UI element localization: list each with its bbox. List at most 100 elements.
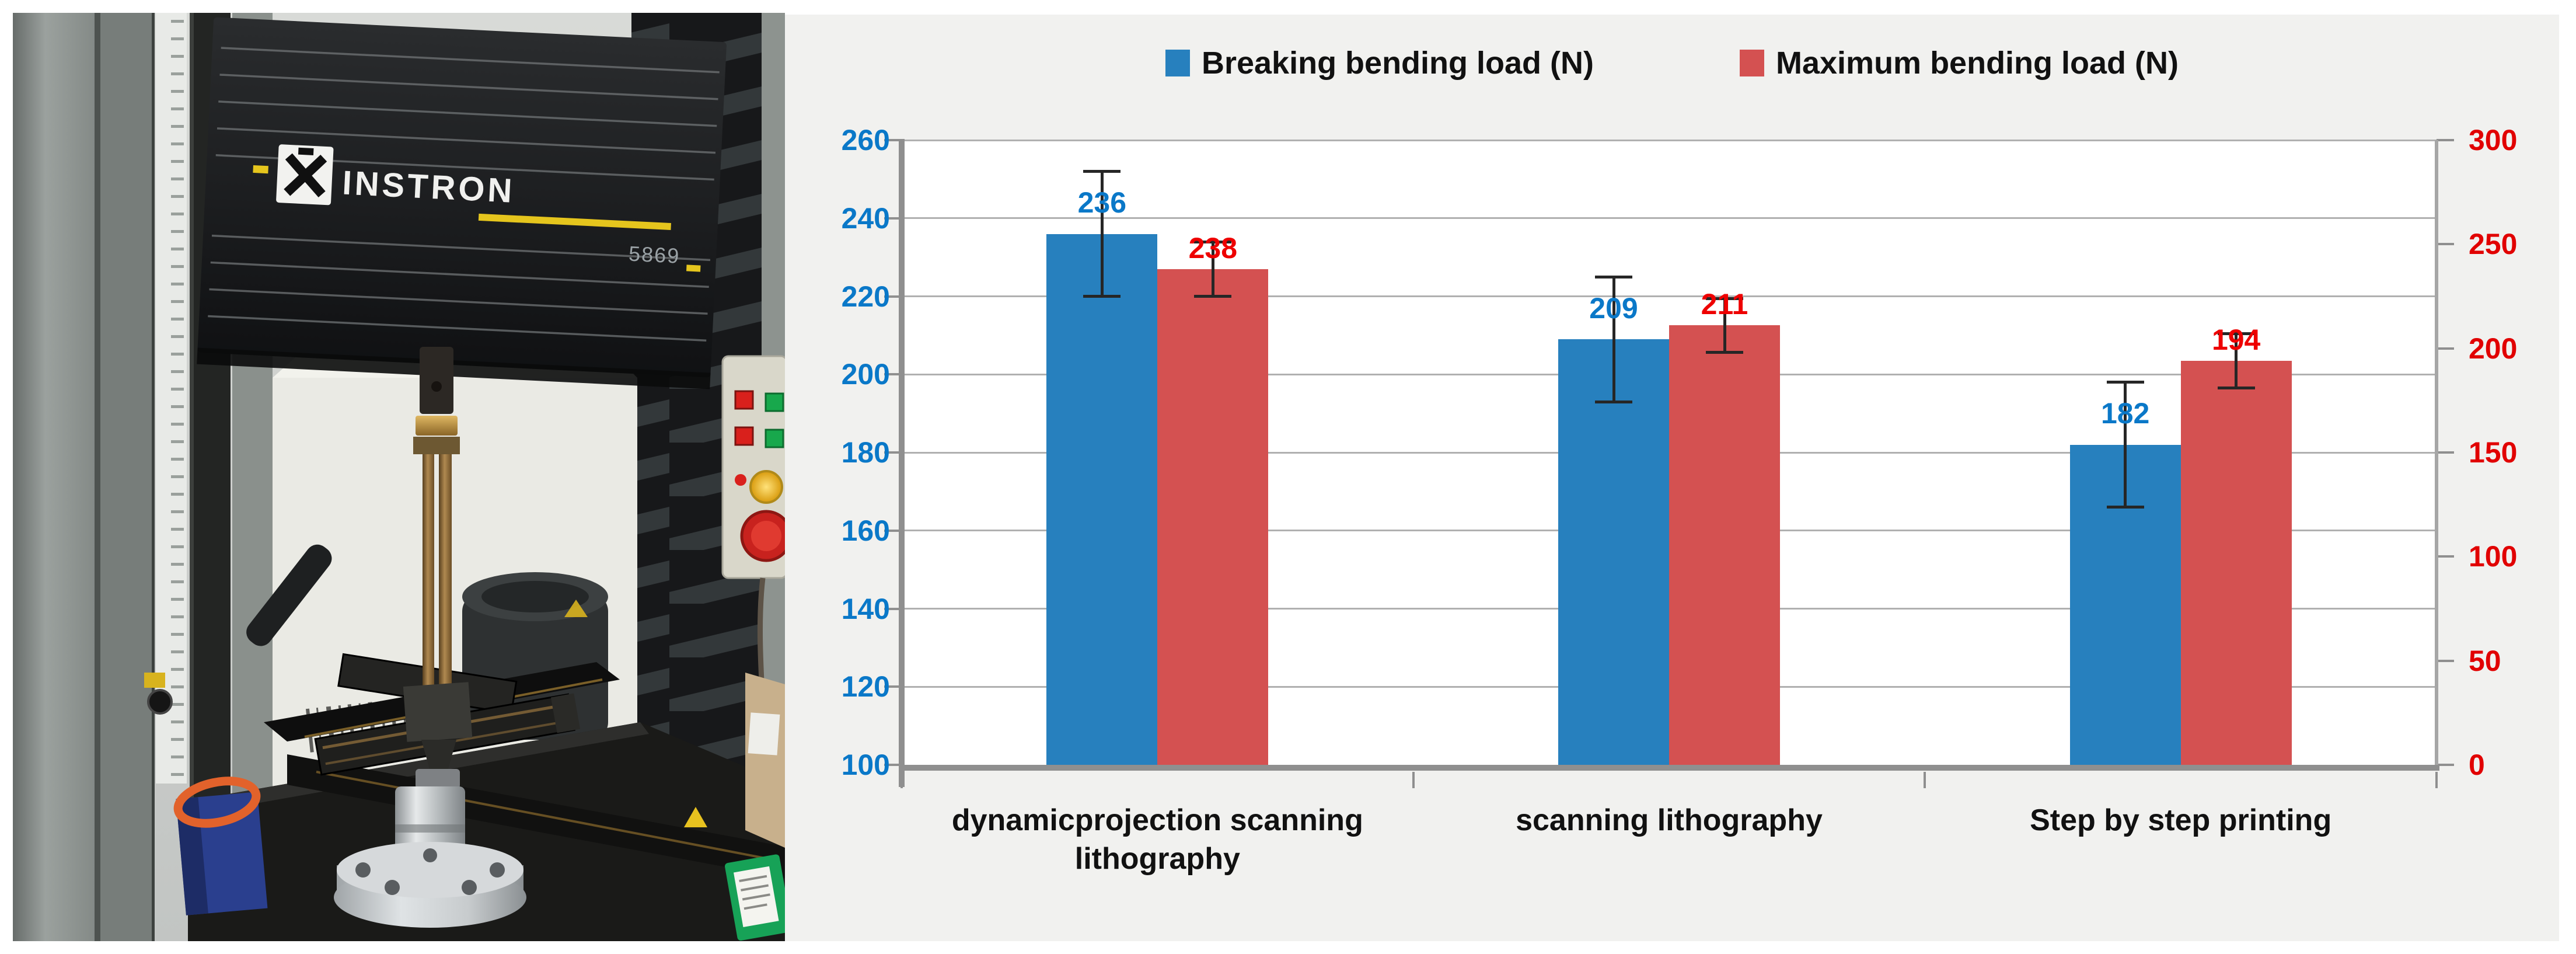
lever-handle xyxy=(246,544,332,646)
y-left-tick xyxy=(884,607,902,610)
legend-swatch-maximum-bending-load-n xyxy=(1740,50,1764,76)
bar-maximum-bending-load-n xyxy=(1669,325,1780,765)
error-bar-cap-bottom xyxy=(2106,506,2144,509)
bar-value-label: 194 xyxy=(2211,323,2261,357)
y-right-tick xyxy=(2437,764,2454,766)
x-axis-tick xyxy=(2435,772,2438,788)
gridline xyxy=(902,139,2437,141)
green-sticker xyxy=(725,854,785,941)
y-left-tick-label: 240 xyxy=(841,201,890,235)
error-bar-cap-top xyxy=(1194,241,1232,244)
limit-knob xyxy=(147,689,173,715)
legend-label: Maximum bending load (N) xyxy=(1776,46,2179,81)
machine-photo-illustration: INSTRON 5869 xyxy=(13,13,785,941)
y-left-tick-label: 100 xyxy=(841,748,890,781)
y-right-tick-label: 100 xyxy=(2469,540,2518,573)
gridline xyxy=(902,295,2437,297)
model-number-text: 5869 xyxy=(628,242,680,268)
error-bar-cap-top xyxy=(1083,170,1121,173)
y-right-tick-label: 250 xyxy=(2469,228,2518,261)
legend-swatch-breaking-bending-load-n xyxy=(1165,50,1190,76)
y-left-tick-label: 200 xyxy=(841,358,890,391)
green-button-2 xyxy=(765,429,784,448)
left-frame-column xyxy=(13,13,95,941)
rail-slot-2 xyxy=(316,771,772,861)
bronze-rod-right xyxy=(439,454,452,694)
bar-value-label: 209 xyxy=(1589,291,1638,325)
red-button-2 xyxy=(734,426,754,446)
y-right-tick-label: 150 xyxy=(2469,436,2518,469)
chart-panel: Breaking bending load (N) Maximum bending… xyxy=(785,15,2559,941)
red-button-1 xyxy=(734,390,754,410)
y-right-tick xyxy=(2437,555,2454,558)
y-right-tick-label: 200 xyxy=(2469,332,2518,365)
machine-photo: INSTRON 5869 xyxy=(13,13,785,941)
y-left-tick xyxy=(884,451,902,454)
error-bar-cap-top xyxy=(2217,332,2255,336)
guide-rail-highlight xyxy=(190,13,194,941)
error-bar-line xyxy=(1723,298,1726,353)
error-bar-line xyxy=(1100,171,1104,297)
y-axis-right-line xyxy=(2435,140,2438,765)
bar-value-label: 236 xyxy=(1077,186,1127,219)
y-right-tick xyxy=(2437,659,2454,662)
bar-value-label: 182 xyxy=(2100,397,2150,430)
green-button-1 xyxy=(765,392,784,412)
warning-triangle-icon xyxy=(564,600,588,617)
y-left-tick-label: 120 xyxy=(841,670,890,704)
x-axis-line xyxy=(899,765,2439,771)
legend-item: Breaking bending load (N) xyxy=(1165,45,1594,81)
blue-box xyxy=(176,792,268,915)
chart-legend: Breaking bending load (N) Maximum bending… xyxy=(785,45,2559,81)
rail-beam-lower xyxy=(287,754,785,878)
red-pilot-lamp xyxy=(735,474,746,486)
y-right-tick-label: 0 xyxy=(2469,748,2485,781)
error-bar-line xyxy=(2124,382,2127,507)
box-label xyxy=(748,712,780,755)
bar-value-label: 238 xyxy=(1188,232,1238,265)
bar-breaking-bending-load-n xyxy=(1558,339,1669,765)
y-right-tick xyxy=(2437,347,2454,350)
x-axis-tick xyxy=(1412,772,1415,788)
y-left-tick xyxy=(884,373,902,376)
bar-maximum-bending-load-n xyxy=(1157,269,1269,765)
error-bar-cap-top xyxy=(1706,297,1743,300)
y-left-tick xyxy=(884,764,902,766)
yellow-dash xyxy=(253,165,268,174)
load-string-fixture xyxy=(334,347,526,928)
category-label: Step by step printing xyxy=(2030,803,2332,837)
warning-triangle-sticker xyxy=(684,807,707,827)
x-axis-tick xyxy=(1924,772,1926,788)
y-left-tick-label: 260 xyxy=(841,124,890,156)
crosshead: INSTRON 5869 xyxy=(197,17,727,389)
y-left-tick xyxy=(884,685,902,688)
error-bar-cap-bottom xyxy=(1595,400,1632,403)
yellow-dash-2 xyxy=(686,264,701,272)
error-bar-line xyxy=(2235,333,2238,388)
error-bar-cap-top xyxy=(1595,275,1632,278)
error-bar-cap-bottom xyxy=(1083,295,1121,298)
amber-pilot-lamp xyxy=(749,470,783,504)
y-right-tick-label: 50 xyxy=(2469,644,2501,677)
orange-cable-coil xyxy=(173,777,261,828)
brass-collar xyxy=(416,416,458,436)
y-left-tick-label: 140 xyxy=(841,592,890,625)
crosshead-underside xyxy=(197,347,711,389)
grip-block xyxy=(403,682,473,742)
bar-value-label: 211 xyxy=(1701,288,1748,321)
bronze-rod-left xyxy=(423,454,434,694)
error-bar-cap-bottom xyxy=(2217,386,2255,389)
instron-logo-icon xyxy=(276,144,334,206)
y-left-tick xyxy=(884,217,902,220)
y-left-tick-label: 160 xyxy=(841,514,890,547)
bar-breaking-bending-load-n xyxy=(1046,234,1158,765)
legend-label: Breaking bending load (N) xyxy=(1201,46,1594,81)
error-bar-line xyxy=(1612,277,1615,402)
yellow-stripe xyxy=(478,213,671,231)
y-right-tick xyxy=(2437,243,2454,246)
column-edge xyxy=(95,13,100,941)
v-grip xyxy=(421,740,456,773)
y-left-tick xyxy=(884,139,902,141)
ruler-scale xyxy=(156,13,187,784)
